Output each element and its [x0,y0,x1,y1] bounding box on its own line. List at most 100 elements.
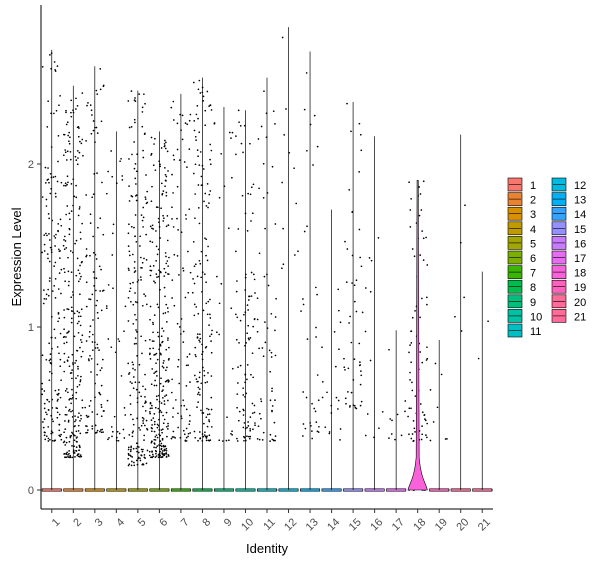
data-point [247,324,250,327]
data-point [197,312,200,315]
data-point [56,416,59,419]
data-point [151,241,154,244]
data-point [274,354,277,357]
data-point [80,308,83,311]
data-point [230,137,232,139]
data-point [165,225,168,228]
data-point [65,159,68,161]
data-point [67,391,69,394]
x-tick-label: 10 [239,516,256,533]
data-point [141,352,143,355]
data-point [59,257,61,259]
data-point [209,313,211,316]
data-point [68,440,71,443]
data-point [208,202,210,204]
data-point [295,202,298,205]
data-point [57,248,60,251]
data-point [100,403,103,406]
data-point [124,414,127,416]
data-point [45,358,48,361]
data-point [135,240,138,243]
data-point [102,85,105,88]
data-point [81,399,84,402]
data-point [46,179,49,181]
data-point [77,416,79,418]
legend-label-19: 19 [574,282,586,294]
data-point [89,354,91,357]
data-point [86,425,88,428]
x-tick-label: 17 [390,516,407,533]
data-point [163,403,166,406]
data-point [45,232,47,235]
data-point [155,259,158,262]
data-point [270,351,273,354]
data-point [282,227,284,230]
data-point [189,271,192,274]
data-point [46,413,48,416]
data-point [173,253,176,256]
data-point [96,132,99,134]
data-point [134,301,137,303]
data-point [172,192,174,194]
data-point [53,112,55,115]
data-point [378,427,380,430]
data-point [248,338,250,341]
data-point [208,413,211,415]
data-point [89,298,92,301]
data-point [77,430,80,432]
data-point [135,442,138,445]
data-point [88,405,91,407]
data-point [183,161,186,163]
data-point [65,213,68,216]
data-point [411,248,414,250]
data-point [68,131,70,134]
data-point [43,434,46,437]
data-point [49,438,51,441]
data-point [77,331,80,334]
data-point [359,404,362,407]
data-point [64,428,67,431]
data-point [65,388,68,390]
data-point [43,407,46,410]
data-point [141,463,144,466]
data-point [65,341,68,344]
data-point [129,282,132,285]
data-point [432,421,435,423]
data-point [347,367,350,370]
data-point [152,331,154,334]
data-point [208,420,211,423]
data-point [65,336,67,338]
data-point [136,450,138,453]
legend-label-11: 11 [530,326,541,338]
data-point [160,271,162,274]
data-point [77,135,80,138]
data-point [143,133,146,136]
data-point [170,437,173,440]
data-point [58,413,61,416]
x-tick-label: 1 [50,516,63,529]
y-axis-label: Expression Level [9,207,24,306]
data-point [353,405,356,407]
data-point [285,108,287,110]
data-point [77,280,80,283]
data-point [249,337,252,339]
data-point [151,450,153,453]
data-point [128,254,131,257]
data-point [127,457,130,460]
data-point [71,377,73,380]
data-point [85,431,87,434]
data-point [187,291,190,294]
data-point [122,428,125,431]
data-point [343,357,345,360]
data-point [165,262,168,265]
data-point [106,399,109,402]
data-point [144,457,146,460]
data-point [236,280,238,282]
data-point [230,307,233,310]
data-point [79,278,81,280]
data-point [57,288,60,290]
data-point [73,195,76,198]
data-point [408,407,411,410]
data-point [98,265,101,268]
data-point [92,120,95,122]
